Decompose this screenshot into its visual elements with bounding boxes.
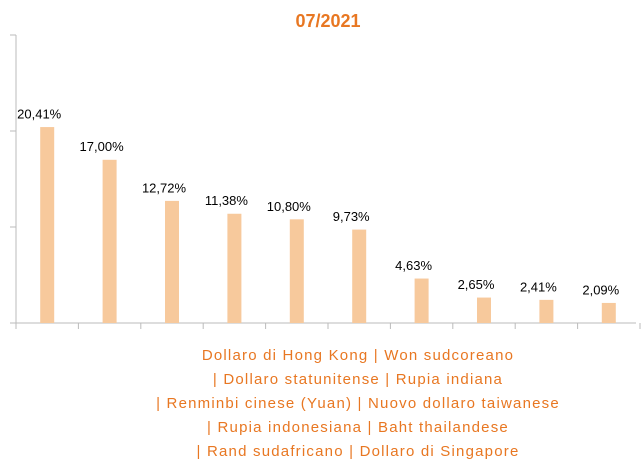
bar — [289, 219, 304, 323]
value-label: 4,63% — [395, 258, 432, 273]
chart-title: 07/2021 — [295, 11, 360, 31]
x-axis-label: | Rupia indonesiana | Baht thailandese — [207, 419, 509, 436]
value-label: 2,65% — [458, 277, 495, 292]
bar — [477, 297, 491, 323]
value-label: 20,41% — [17, 107, 62, 122]
x-axis-label: | Dollaro statunitense | Rupia indiana — [213, 371, 503, 388]
bar — [40, 127, 55, 324]
bar — [352, 229, 367, 323]
bar — [539, 299, 554, 323]
x-axis-label: | Renminbi cinese (Yuan) | Nuovo dollaro… — [156, 395, 560, 412]
value-label: 11,38% — [205, 193, 249, 208]
bar — [414, 278, 429, 323]
value-label: 17,00% — [80, 139, 125, 154]
value-label: 2,41% — [520, 279, 557, 294]
x-axis-label: Dollaro di Hong Kong | Won sudcoreano — [202, 347, 514, 364]
value-label: 9,73% — [333, 209, 370, 224]
x-axis-label: | Rand sudafricano | Dollaro di Singapor… — [197, 443, 520, 460]
bar — [165, 200, 179, 323]
value-label: 12,72% — [142, 180, 187, 195]
bar — [227, 213, 242, 323]
value-label: 2,09% — [582, 282, 619, 297]
value-label: 10,80% — [267, 199, 312, 214]
bar — [102, 159, 117, 323]
bar — [601, 302, 616, 323]
